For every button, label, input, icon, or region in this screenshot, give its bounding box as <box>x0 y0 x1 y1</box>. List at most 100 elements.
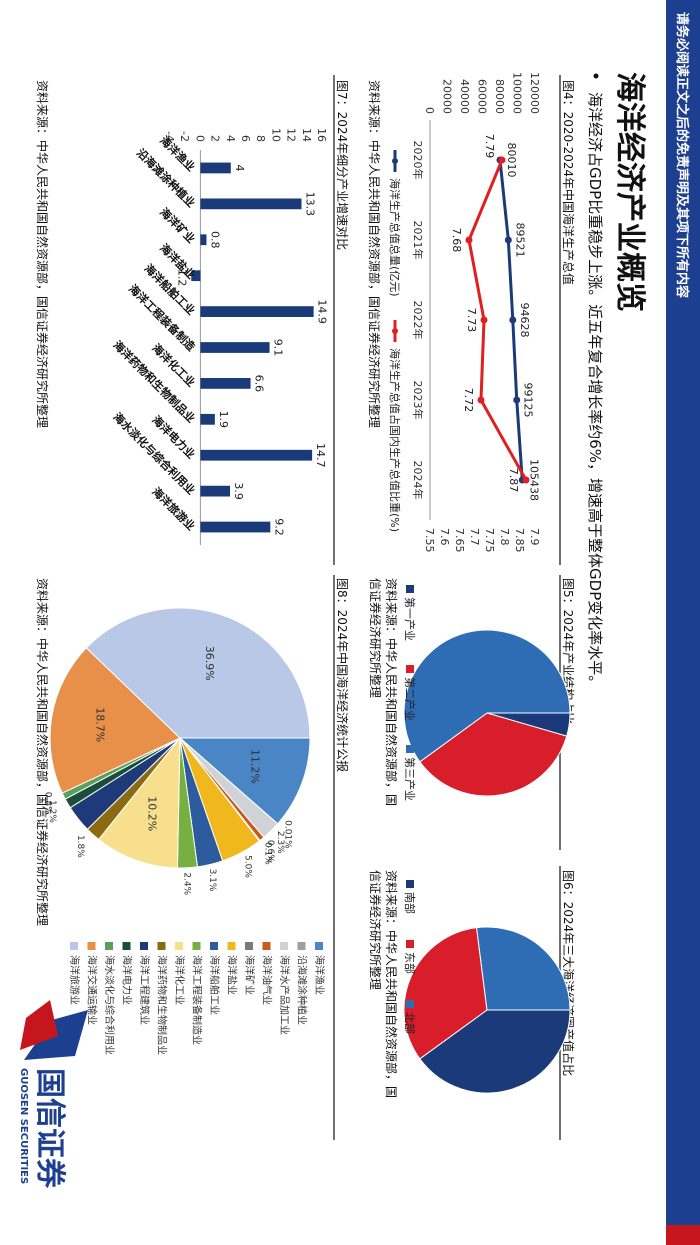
fig4-data-label-0: 80010 <box>505 143 518 178</box>
fig8-slice-label: 0.1% <box>262 842 272 865</box>
fig8-legend-swatch <box>87 942 96 950</box>
logo-mark-red-icon <box>20 1000 58 1050</box>
fig6-slice <box>403 927 488 1060</box>
fig8-slice-label: 18.7% <box>93 707 106 742</box>
fig7-bar-label: -1.2 <box>175 265 188 286</box>
fig8-slice <box>85 607 311 739</box>
fig8-slice <box>49 647 181 794</box>
brand-strip-accent <box>666 1225 700 1245</box>
fig7-title: 图7：2024年细分产业增速对比 <box>335 80 349 250</box>
fig7-category-label: 海洋矿业 <box>157 205 198 246</box>
fig7-bar <box>191 270 201 282</box>
fig8-legend-swatch <box>315 942 323 950</box>
fig6-slice <box>476 926 571 1011</box>
fig6-legend-swatch <box>406 940 414 948</box>
fig7-y-tick: 8 <box>254 135 267 142</box>
fig8-slice-label: 2.3% <box>275 831 285 854</box>
fig4-data-label-0: 99125 <box>522 383 535 418</box>
fig6-source-1: 资料来源：中华人民共和国自然资源部，国 <box>384 870 399 1098</box>
fig7-y-tick: -2 <box>178 131 191 142</box>
fig6-legend-swatch <box>406 880 414 888</box>
brand-strip <box>666 0 700 1245</box>
fig8-slice <box>97 736 181 869</box>
fig7-bar <box>200 198 302 210</box>
fig5-slice <box>403 629 571 763</box>
fig8-slice-label: 10.2% <box>146 796 159 831</box>
fig6-source-2: 信证券经济研究所整理 <box>368 870 383 990</box>
fig7-bar-label: 3.9 <box>232 482 245 500</box>
fig7-y-tick: 14 <box>300 128 313 142</box>
fig8-slice-label: 2.4% <box>181 872 191 895</box>
fig8-legend-label: 海洋药物和生物制品业 <box>156 955 169 1055</box>
fig6-legend-label: 南部 <box>403 892 417 914</box>
fig8-legend-label: 海洋油气业 <box>261 955 274 1005</box>
fig8-legend-label: 海洋渔业 <box>313 955 326 995</box>
fig7-bar <box>200 342 270 353</box>
fig7-bar-label: 6.6 <box>253 375 266 393</box>
fig4-data-label-1: 7.73 <box>465 308 478 333</box>
fig8-legend-label: 海洋矿业 <box>243 955 256 995</box>
fig4-x-tick: 2023年 <box>411 381 425 420</box>
fig6-legend-label: 东部 <box>403 952 417 974</box>
fig8-legend-swatch <box>210 942 218 950</box>
fig4-data-label-1: 7.68 <box>450 228 463 253</box>
fig4-point-1 <box>465 236 473 244</box>
fig7-y-tick: 0 <box>193 135 206 142</box>
fig4-yleft-tick: 100000 <box>511 72 524 114</box>
fig5-legend-swatch <box>406 665 414 673</box>
fig4-x-tick: 2024年 <box>411 461 425 500</box>
fig5-legend-swatch <box>406 745 414 753</box>
bullet-dot <box>593 73 599 79</box>
fig8-slice-label: 1.8% <box>75 835 85 858</box>
fig4-point-0 <box>509 316 517 324</box>
fig8-legend-label: 海洋船舶工业 <box>208 955 221 1015</box>
fig4-x-tick: 2022年 <box>411 301 425 340</box>
fig8-slice-label: 0.8% <box>42 792 52 815</box>
fig4-yleft-tick: 20000 <box>441 79 454 114</box>
fig4-title: 图4：2020-2024年中国海洋生产总值 <box>561 80 576 285</box>
fig8-legend-swatch <box>280 942 288 950</box>
fig8-legend-swatch <box>262 942 271 950</box>
fig7-bar-label: 9.1 <box>272 339 285 357</box>
fig4-data-label-1: 7.79 <box>483 134 496 159</box>
fig8-slice-label: 5.0% <box>242 855 252 878</box>
fig4-yleft-tick: 60000 <box>476 79 489 114</box>
fig4-point-1 <box>480 316 488 324</box>
fig8-legend-swatch <box>157 942 166 950</box>
fig5-legend-swatch <box>406 585 414 593</box>
fig7-bar <box>200 306 314 317</box>
fig4-x-tick: 2020年 <box>411 141 425 180</box>
fig4-yright-tick: 7.65 <box>453 528 466 553</box>
fig8-legend-label: 海洋盐业 <box>226 955 239 995</box>
fig5-source-1: 资料来源：中华人民共和国自然资源部，国 <box>384 578 399 806</box>
logo-text-cn: 国信证券 <box>32 1068 67 1189</box>
fig8-legend-label: 海洋工程装备制造业 <box>191 955 204 1045</box>
fig4-point-0 <box>513 396 521 404</box>
fig4-yright-tick: 7.8 <box>498 528 511 546</box>
fig8-slice-label: 11.2% <box>248 749 261 784</box>
fig7-bar <box>200 413 215 425</box>
fig4-yright-tick: 7.9 <box>528 528 541 546</box>
fig5-legend-label: 第二产业 <box>403 677 417 721</box>
fig4-legend-marker-0 <box>392 158 398 164</box>
fig4-point-0 <box>504 236 512 244</box>
fig4-yleft-tick: 80000 <box>493 79 506 114</box>
fig5-source-2: 信证券经济研究所整理 <box>368 578 383 698</box>
fig4-point-1 <box>522 476 530 484</box>
fig7-bar-label: 4 <box>233 164 246 171</box>
fig7-y-tick: 12 <box>285 128 298 142</box>
fig8-legend-swatch <box>245 942 253 950</box>
fig4-yright-tick: 7.55 <box>423 528 436 553</box>
page-title: 海洋经济产业概览 <box>612 72 647 312</box>
fig8-slice-label: 0.6% <box>265 840 275 863</box>
fig7-bar-label: 14.7 <box>314 443 327 468</box>
fig6-legend-label: 北部 <box>403 1012 417 1034</box>
fig7-bar-label: 1.9 <box>217 411 230 429</box>
fig7-y-tick: 6 <box>239 135 252 142</box>
fig4-data-label-0: 105438 <box>527 459 540 501</box>
fig7-y-tick: 4 <box>224 135 237 142</box>
